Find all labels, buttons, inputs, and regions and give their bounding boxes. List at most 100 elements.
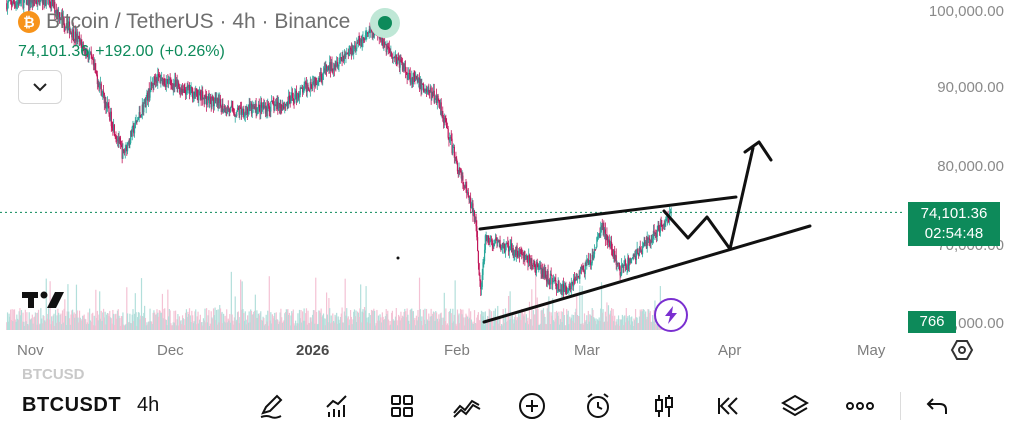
candle-body <box>557 281 559 287</box>
candle-body <box>125 146 127 151</box>
candle-body <box>65 26 67 28</box>
candle-body <box>602 222 604 231</box>
candle-body <box>15 4 17 7</box>
volume-bar <box>154 312 156 330</box>
candlestick-icon[interactable] <box>647 389 681 423</box>
candle-body <box>279 103 281 108</box>
candle-body <box>466 188 468 194</box>
volume-bar <box>455 323 457 330</box>
volume-bar <box>463 325 466 330</box>
volume-bar <box>417 309 419 330</box>
candle-body <box>500 247 502 250</box>
chart-settings-icon[interactable] <box>950 339 974 361</box>
volume-bar <box>536 297 538 330</box>
candle-body <box>179 88 181 93</box>
volume-bar <box>516 317 518 330</box>
candle-body <box>414 75 416 81</box>
candle-body <box>549 279 551 285</box>
volume-bar <box>500 325 502 330</box>
candle-body <box>70 30 72 33</box>
toolbar-divider <box>900 392 901 420</box>
candle-body <box>356 42 358 49</box>
undo-icon[interactable] <box>920 389 954 423</box>
candle-body <box>539 264 541 266</box>
tradingview-logo-icon[interactable] <box>22 290 64 310</box>
volume-bar <box>435 312 438 330</box>
volume-bar <box>255 317 257 330</box>
pencil-icon[interactable] <box>255 389 289 423</box>
volume-bar <box>276 319 278 330</box>
volume-bar <box>413 319 415 330</box>
volume-bar <box>12 321 14 330</box>
volume-bar <box>8 313 10 330</box>
volume-bar <box>6 322 8 330</box>
layouts-icon[interactable] <box>385 389 419 423</box>
candle-body <box>281 105 284 111</box>
candle-body <box>318 78 320 83</box>
candle-body <box>450 136 452 139</box>
volume-bar <box>418 316 420 330</box>
candle-body <box>123 149 125 151</box>
add-icon[interactable] <box>515 389 549 423</box>
volume-bar <box>70 314 72 330</box>
candle-body <box>597 235 600 237</box>
candle-body <box>462 175 464 185</box>
candle-body <box>431 91 433 99</box>
alert-icon[interactable] <box>581 389 615 423</box>
indicators-icon[interactable] <box>320 389 354 423</box>
candle-body <box>31 0 33 4</box>
volume-bar <box>420 321 422 330</box>
candle-body <box>617 262 620 264</box>
volume-bar <box>252 313 254 330</box>
candle-body <box>477 250 479 264</box>
volume-bar <box>576 314 579 330</box>
volume-bar <box>402 316 404 330</box>
layers-icon[interactable] <box>778 389 812 423</box>
volume-bar <box>207 315 209 330</box>
candle-body <box>236 107 239 112</box>
chart-area[interactable]: ₿ Bitcoin / TetherUS · 4h · Binance 74,1… <box>0 0 1024 338</box>
candle-body <box>298 94 301 98</box>
volume-bar <box>342 322 344 330</box>
volume-bar <box>626 318 628 330</box>
interval-button[interactable]: 4h <box>137 394 160 416</box>
candle-body <box>260 102 262 113</box>
volume-bar <box>212 318 214 330</box>
candle-body <box>322 72 325 74</box>
line-tool-icon[interactable] <box>450 389 484 423</box>
candle-body <box>250 103 252 109</box>
candle-body <box>208 96 210 104</box>
candle-body <box>343 54 346 61</box>
candle-body <box>81 44 83 49</box>
volume-bar <box>203 320 205 330</box>
more-icon[interactable] <box>843 389 877 423</box>
volume-bar <box>324 325 326 330</box>
collapse-legend-button[interactable] <box>18 70 62 104</box>
candle-body <box>470 207 473 209</box>
lightning-icon[interactable] <box>654 298 688 332</box>
volume-bar <box>75 284 78 330</box>
volume-bar <box>229 322 232 330</box>
candle-body <box>293 100 295 103</box>
candle-body <box>436 95 438 103</box>
candle-body <box>541 269 543 274</box>
symbol-button[interactable]: BTCUSDT <box>22 394 122 416</box>
candle-body <box>106 103 109 108</box>
volume-bar <box>406 308 408 330</box>
chevron-down-icon <box>33 83 47 92</box>
price-chart[interactable] <box>0 0 1024 338</box>
volume-bar <box>278 321 280 330</box>
time-axis[interactable]: Nov Dec 2026 Feb Mar Apr May <box>0 338 1024 362</box>
volume-bar <box>315 277 317 330</box>
candle-body <box>283 106 285 108</box>
candle-body <box>297 93 299 99</box>
candle-body <box>27 0 29 5</box>
volume-bar <box>335 316 337 330</box>
volume-bar <box>472 321 474 330</box>
volume-bar <box>411 311 414 330</box>
volume-bar <box>294 325 296 330</box>
symbol-header[interactable]: ₿ Bitcoin / TetherUS · 4h · Binance <box>18 10 350 34</box>
volume-bar <box>61 324 63 330</box>
volume-bar <box>446 324 448 330</box>
replay-icon[interactable] <box>712 389 746 423</box>
